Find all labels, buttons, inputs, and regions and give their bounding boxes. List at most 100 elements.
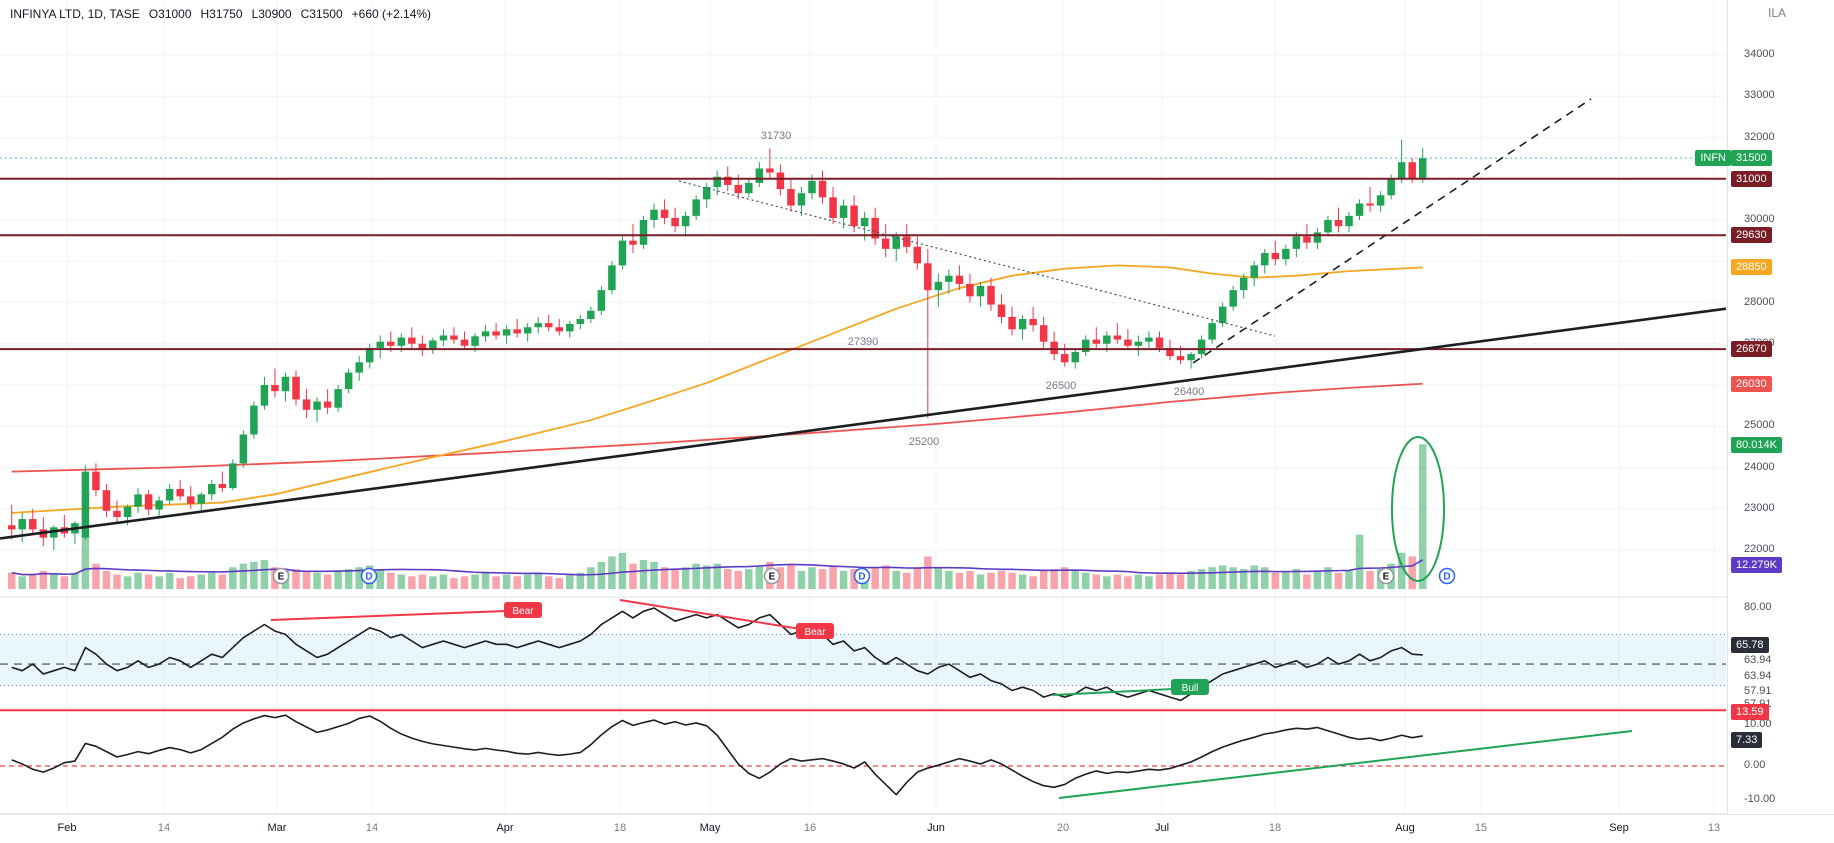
volume-bar [597,561,606,589]
resistance-trendline-dotted[interactable] [678,180,1276,337]
volume-bar [1155,574,1164,589]
indicator-value-badge: 13.59 [1731,704,1769,720]
time-axis[interactable]: Feb 14 Mar 14 Apr 18 May 16 Jun 20 Jul 18 Aug 15 Sep 13 [0,814,1834,843]
volume-bar [302,570,311,589]
volume-bar [629,563,637,589]
volume-bar [523,574,532,589]
drawn-trendline[interactable] [1052,687,1194,696]
pane1-drawings[interactable]: Bear Bear Bull [270,599,1209,696]
volume-bar [650,561,658,589]
volume-bar [165,572,174,589]
candle [1218,302,1227,328]
pivot-label: 31730 [761,130,792,142]
volume-bar [903,572,911,589]
volume-bar [460,576,469,589]
volume-bar [987,572,995,589]
candle [566,321,574,338]
time-axis-month-label: Feb [57,822,77,834]
candle [513,319,521,338]
price-badge: 12.279K [1731,557,1782,573]
price-levels[interactable] [0,157,1726,351]
candle [1050,331,1058,361]
svg-text:Bear: Bear [804,627,826,638]
trendlines[interactable] [0,98,1727,540]
volume-bar [102,570,111,589]
volume-bar [1292,569,1301,589]
volume-bar [639,560,648,589]
candle [134,488,142,513]
earnings-marker-icon[interactable]: E [1377,567,1395,585]
dividend-marker-icon[interactable]: D [853,567,871,585]
volume-bar [1313,570,1322,589]
volume-bar [713,563,721,589]
candle [113,500,121,524]
candle [344,368,353,394]
earnings-marker-icon[interactable]: E [272,567,290,585]
volume-bar [1029,576,1037,589]
time-axis-day-label: 20 [1056,822,1070,834]
volume-bar [776,567,785,589]
candle [639,215,648,249]
sentiment-label[interactable] [1171,679,1209,695]
indicator-value-badge: 7.33 [1731,732,1763,748]
candle [418,335,427,357]
candle [313,397,321,423]
pane-separators[interactable] [0,596,1834,815]
candle [1313,228,1322,249]
price-badge: 28850 [1731,259,1772,276]
indicator-axis-tick: -10.00 [1744,793,1776,805]
sentiment-label[interactable] [796,623,834,639]
candlesticks [7,139,1427,550]
candle [176,479,184,501]
dividend-marker-icon[interactable]: D [1438,567,1456,585]
drawn-trendline[interactable] [619,599,820,633]
volume-bar [387,572,395,589]
drawn-trendline[interactable] [270,609,533,621]
price-axis[interactable]: ILA 340003300032000300002800027000250002… [1695,0,1834,843]
projection-trendline-dashed[interactable] [1192,98,1592,364]
drawn-trendline[interactable] [1058,730,1633,799]
volume-bar [1113,574,1122,589]
time-axis-month-label: Aug [1395,822,1415,834]
candle [881,224,890,258]
sentiment-label[interactable] [504,602,542,618]
volume-bar [397,574,406,589]
candle [1092,327,1101,348]
price-axis-tick: 30000 [1744,213,1775,225]
volume-bar [292,569,300,589]
candle [144,490,153,515]
candle [292,370,300,406]
volume-bar [755,565,764,589]
volume-bar [1071,570,1079,589]
candle [1397,139,1406,183]
indicator-pane-1 [0,607,1726,702]
volume-bar [50,574,58,589]
candle [797,187,806,216]
volume-bar [18,576,26,589]
volume-bar [502,574,511,589]
candle [903,224,911,253]
candle [439,329,448,346]
price-axis-tick: 25000 [1744,419,1775,432]
time-axis-day-label: 16 [803,822,817,834]
oscillator-line [11,714,1423,796]
highlight[interactable] [1391,436,1445,582]
volume-highlight-ellipse[interactable] [1391,436,1445,582]
volume-bar [208,572,216,589]
volume-bar [134,572,142,589]
time-axis-month-label: Mar [267,822,287,834]
candle [555,319,564,336]
earnings-marker-icon[interactable]: E [763,567,781,585]
volume-bar [787,565,795,589]
price-axis-tick: 23000 [1744,501,1775,514]
candle [355,356,363,381]
indicator-axis-tick: 80.00 [1744,601,1772,613]
symbol-legend[interactable]: INFINYA LTD, 1D, TASE O31000 H31750 L309… [10,7,431,21]
candle [1113,323,1122,344]
support-trendline[interactable] [0,307,1727,540]
volume-bar [1145,576,1153,589]
dividend-marker-icon[interactable]: D [360,567,378,585]
pane2-drawings[interactable] [1058,730,1633,799]
